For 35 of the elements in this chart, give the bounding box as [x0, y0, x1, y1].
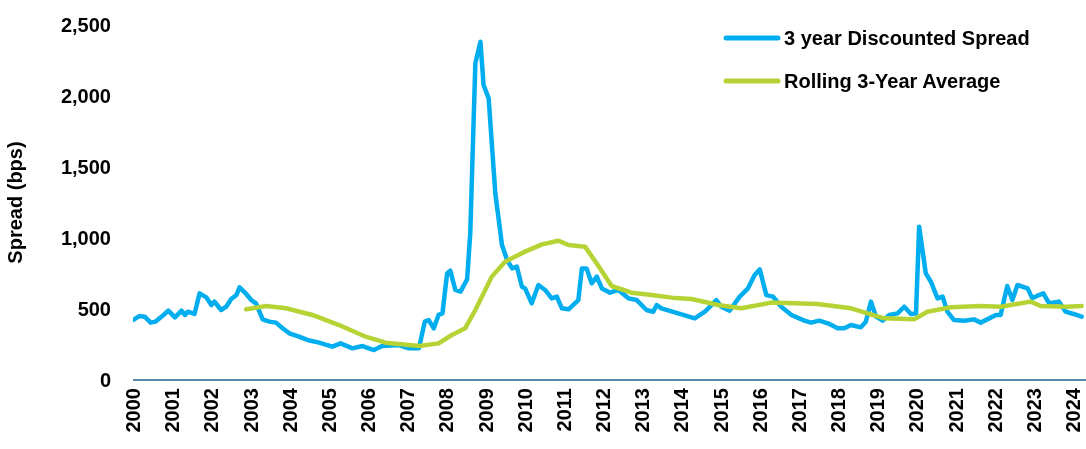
- legend-label: 3 year Discounted Spread: [784, 27, 1030, 49]
- x-tick-label: 2000: [122, 388, 144, 433]
- x-tick-label: 2017: [787, 388, 810, 433]
- y-tick-label: 2,000: [60, 85, 111, 107]
- y-tick-label: 500: [77, 298, 111, 320]
- x-tick-label: 2012: [592, 388, 615, 433]
- x-tick-label: 2024: [1062, 387, 1085, 433]
- x-tick-label: 2021: [944, 388, 967, 433]
- x-tick-label: 2018: [827, 388, 850, 433]
- y-tick-label: 2,500: [60, 14, 111, 36]
- x-tick-label: 2019: [866, 388, 889, 433]
- y-tick-label: 0: [99, 369, 111, 391]
- x-tick-label: 2005: [317, 388, 340, 433]
- x-tick-label: 2015: [709, 388, 732, 433]
- x-tick-label: 2003: [239, 388, 262, 433]
- x-tick-label: 2002: [200, 388, 223, 433]
- x-tick-label: 2007: [396, 388, 419, 433]
- x-tick-label: 2009: [474, 388, 497, 433]
- x-tick-label: 2022: [983, 388, 1006, 433]
- x-tick-label: 2013: [631, 388, 654, 433]
- x-tick-label: 2016: [748, 388, 771, 433]
- x-tick-label: 2011: [552, 388, 575, 432]
- x-tick-label: 2014: [670, 387, 693, 433]
- x-tick-label: 2001: [161, 388, 184, 433]
- line-series: [243, 238, 1084, 349]
- y-axis-title: Spread (bps): [4, 141, 26, 264]
- x-tick-label: 2010: [513, 388, 536, 433]
- x-tick-label: 2006: [357, 388, 380, 433]
- x-tick-label: 2023: [1022, 388, 1045, 433]
- y-tick-label: 1,000: [60, 227, 111, 249]
- x-tick-label: 2004: [278, 387, 301, 433]
- y-tick-label: 1,500: [60, 156, 111, 178]
- x-tick-label: 2020: [905, 388, 928, 433]
- x-tick-label: 2008: [435, 388, 458, 433]
- legend-label: Rolling 3-Year Average: [784, 70, 1001, 92]
